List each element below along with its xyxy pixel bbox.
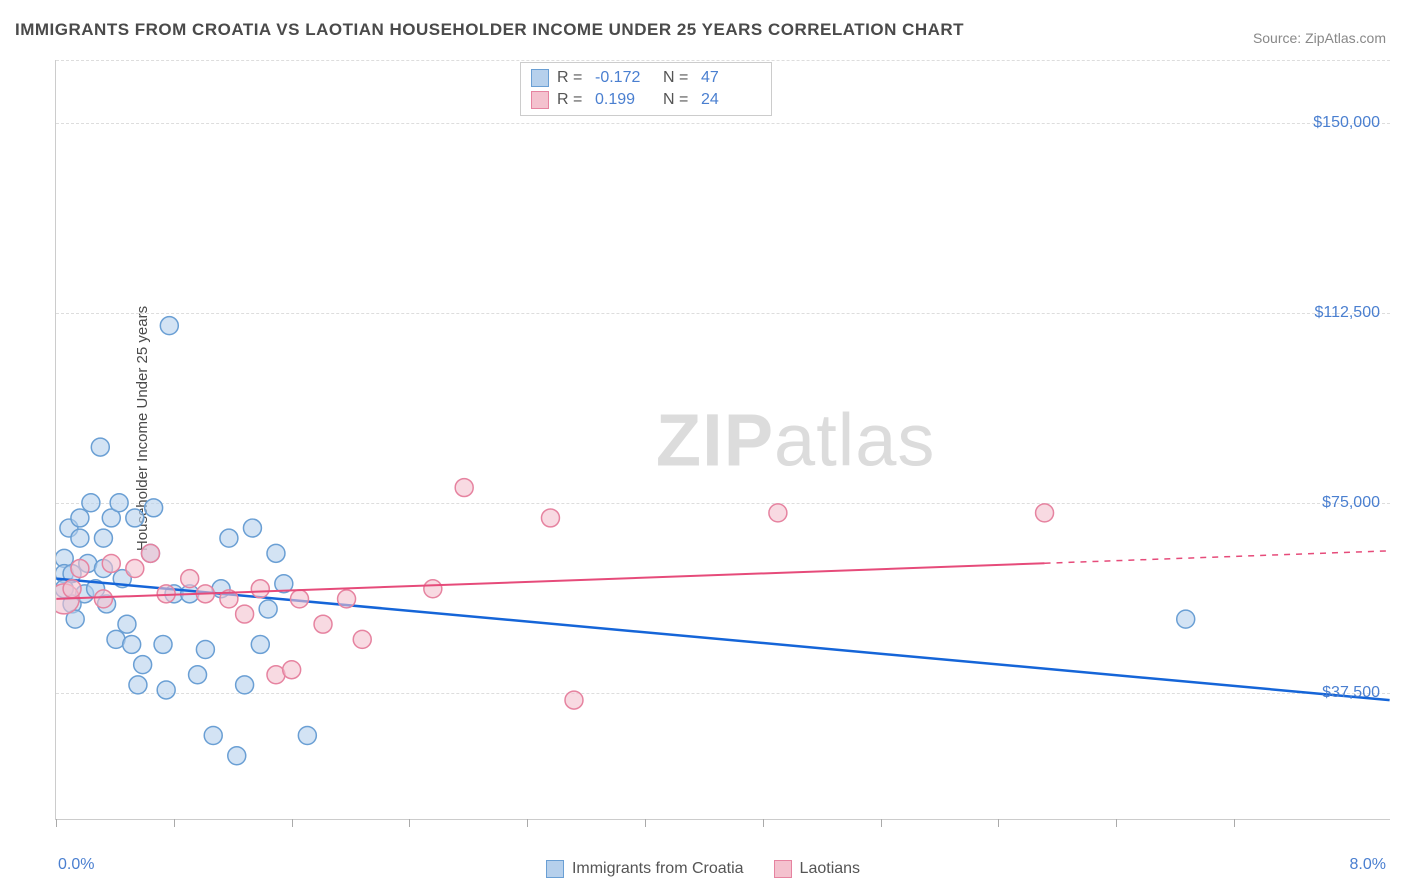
chart-plot-area: ZIPatlas $37,500$75,000$112,500$150,000 xyxy=(55,60,1390,820)
data-point xyxy=(259,600,277,618)
data-point xyxy=(160,317,178,335)
data-point xyxy=(126,509,144,527)
regression-line xyxy=(56,563,1044,599)
data-point xyxy=(63,580,81,598)
data-point xyxy=(236,676,254,694)
series-legend-item: Immigrants from Croatia xyxy=(546,860,744,878)
x-tick-mark xyxy=(174,819,175,827)
legend-R-label: R = xyxy=(557,91,587,109)
data-point xyxy=(769,504,787,522)
source-attribution: Source: ZipAtlas.com xyxy=(1253,30,1386,46)
legend-N-label: N = xyxy=(663,91,693,109)
data-point xyxy=(129,676,147,694)
regression-line-extrapolated xyxy=(1045,551,1390,563)
data-point xyxy=(204,727,222,745)
series-legend: Immigrants from Croatia Laotians xyxy=(0,860,1406,878)
y-tick-label: $75,000 xyxy=(1322,494,1380,512)
x-tick-mark xyxy=(881,819,882,827)
source-value: ZipAtlas.com xyxy=(1305,30,1386,46)
source-label: Source: xyxy=(1253,30,1305,46)
correlation-legend: R = -0.172 N = 47 R = 0.199 N = 24 xyxy=(520,62,772,116)
data-point xyxy=(1177,610,1195,628)
data-point xyxy=(118,615,136,633)
x-tick-mark xyxy=(763,819,764,827)
data-point xyxy=(102,554,120,572)
series-legend-item: Laotians xyxy=(774,860,861,878)
data-point xyxy=(424,580,442,598)
x-tick-mark xyxy=(409,819,410,827)
legend-row: R = 0.199 N = 24 xyxy=(531,89,761,111)
data-point xyxy=(157,681,175,699)
data-point xyxy=(283,661,301,679)
y-tick-label: $37,500 xyxy=(1322,684,1380,702)
x-tick-mark xyxy=(292,819,293,827)
data-point xyxy=(123,635,141,653)
legend-R-label: R = xyxy=(557,69,587,87)
data-point xyxy=(565,691,583,709)
data-point xyxy=(1036,504,1054,522)
legend-row: R = -0.172 N = 47 xyxy=(531,67,761,89)
data-point xyxy=(181,570,199,588)
data-point xyxy=(82,494,100,512)
legend-N-value: 47 xyxy=(701,69,761,87)
legend-N-value: 24 xyxy=(701,91,761,109)
legend-swatch xyxy=(531,69,549,87)
x-tick-mark xyxy=(1116,819,1117,827)
data-point xyxy=(196,641,214,659)
data-point xyxy=(291,590,309,608)
data-point xyxy=(189,666,207,684)
data-point xyxy=(154,635,172,653)
data-point xyxy=(267,544,285,562)
chart-title: IMMIGRANTS FROM CROATIA VS LAOTIAN HOUSE… xyxy=(15,20,964,40)
y-tick-label: $112,500 xyxy=(1314,304,1380,322)
data-point xyxy=(455,479,473,497)
y-tick-label: $150,000 xyxy=(1313,114,1380,132)
data-point xyxy=(134,656,152,674)
data-point xyxy=(338,590,356,608)
legend-swatch xyxy=(531,91,549,109)
data-point xyxy=(236,605,254,623)
data-point xyxy=(541,509,559,527)
data-point xyxy=(251,635,269,653)
data-point xyxy=(228,747,246,765)
legend-R-value: -0.172 xyxy=(595,69,655,87)
data-point xyxy=(71,560,89,578)
legend-N-label: N = xyxy=(663,69,693,87)
data-point xyxy=(126,560,144,578)
data-point xyxy=(110,494,128,512)
data-point xyxy=(142,544,160,562)
chart-svg-layer xyxy=(56,60,1390,819)
data-point xyxy=(298,727,316,745)
legend-swatch xyxy=(546,860,564,878)
x-tick-mark xyxy=(527,819,528,827)
data-point xyxy=(314,615,332,633)
x-tick-mark xyxy=(998,819,999,827)
data-point xyxy=(91,438,109,456)
data-point xyxy=(71,529,89,547)
legend-swatch xyxy=(774,860,792,878)
series-label: Laotians xyxy=(800,860,861,878)
legend-R-value: 0.199 xyxy=(595,91,655,109)
data-point xyxy=(145,499,163,517)
x-tick-mark xyxy=(56,819,57,827)
data-point xyxy=(94,590,112,608)
x-tick-mark xyxy=(1234,819,1235,827)
data-point xyxy=(243,519,261,537)
series-label: Immigrants from Croatia xyxy=(572,860,744,878)
x-tick-mark xyxy=(645,819,646,827)
data-point xyxy=(71,509,89,527)
data-point xyxy=(94,529,112,547)
data-point xyxy=(353,630,371,648)
data-point xyxy=(220,529,238,547)
data-point xyxy=(251,580,269,598)
